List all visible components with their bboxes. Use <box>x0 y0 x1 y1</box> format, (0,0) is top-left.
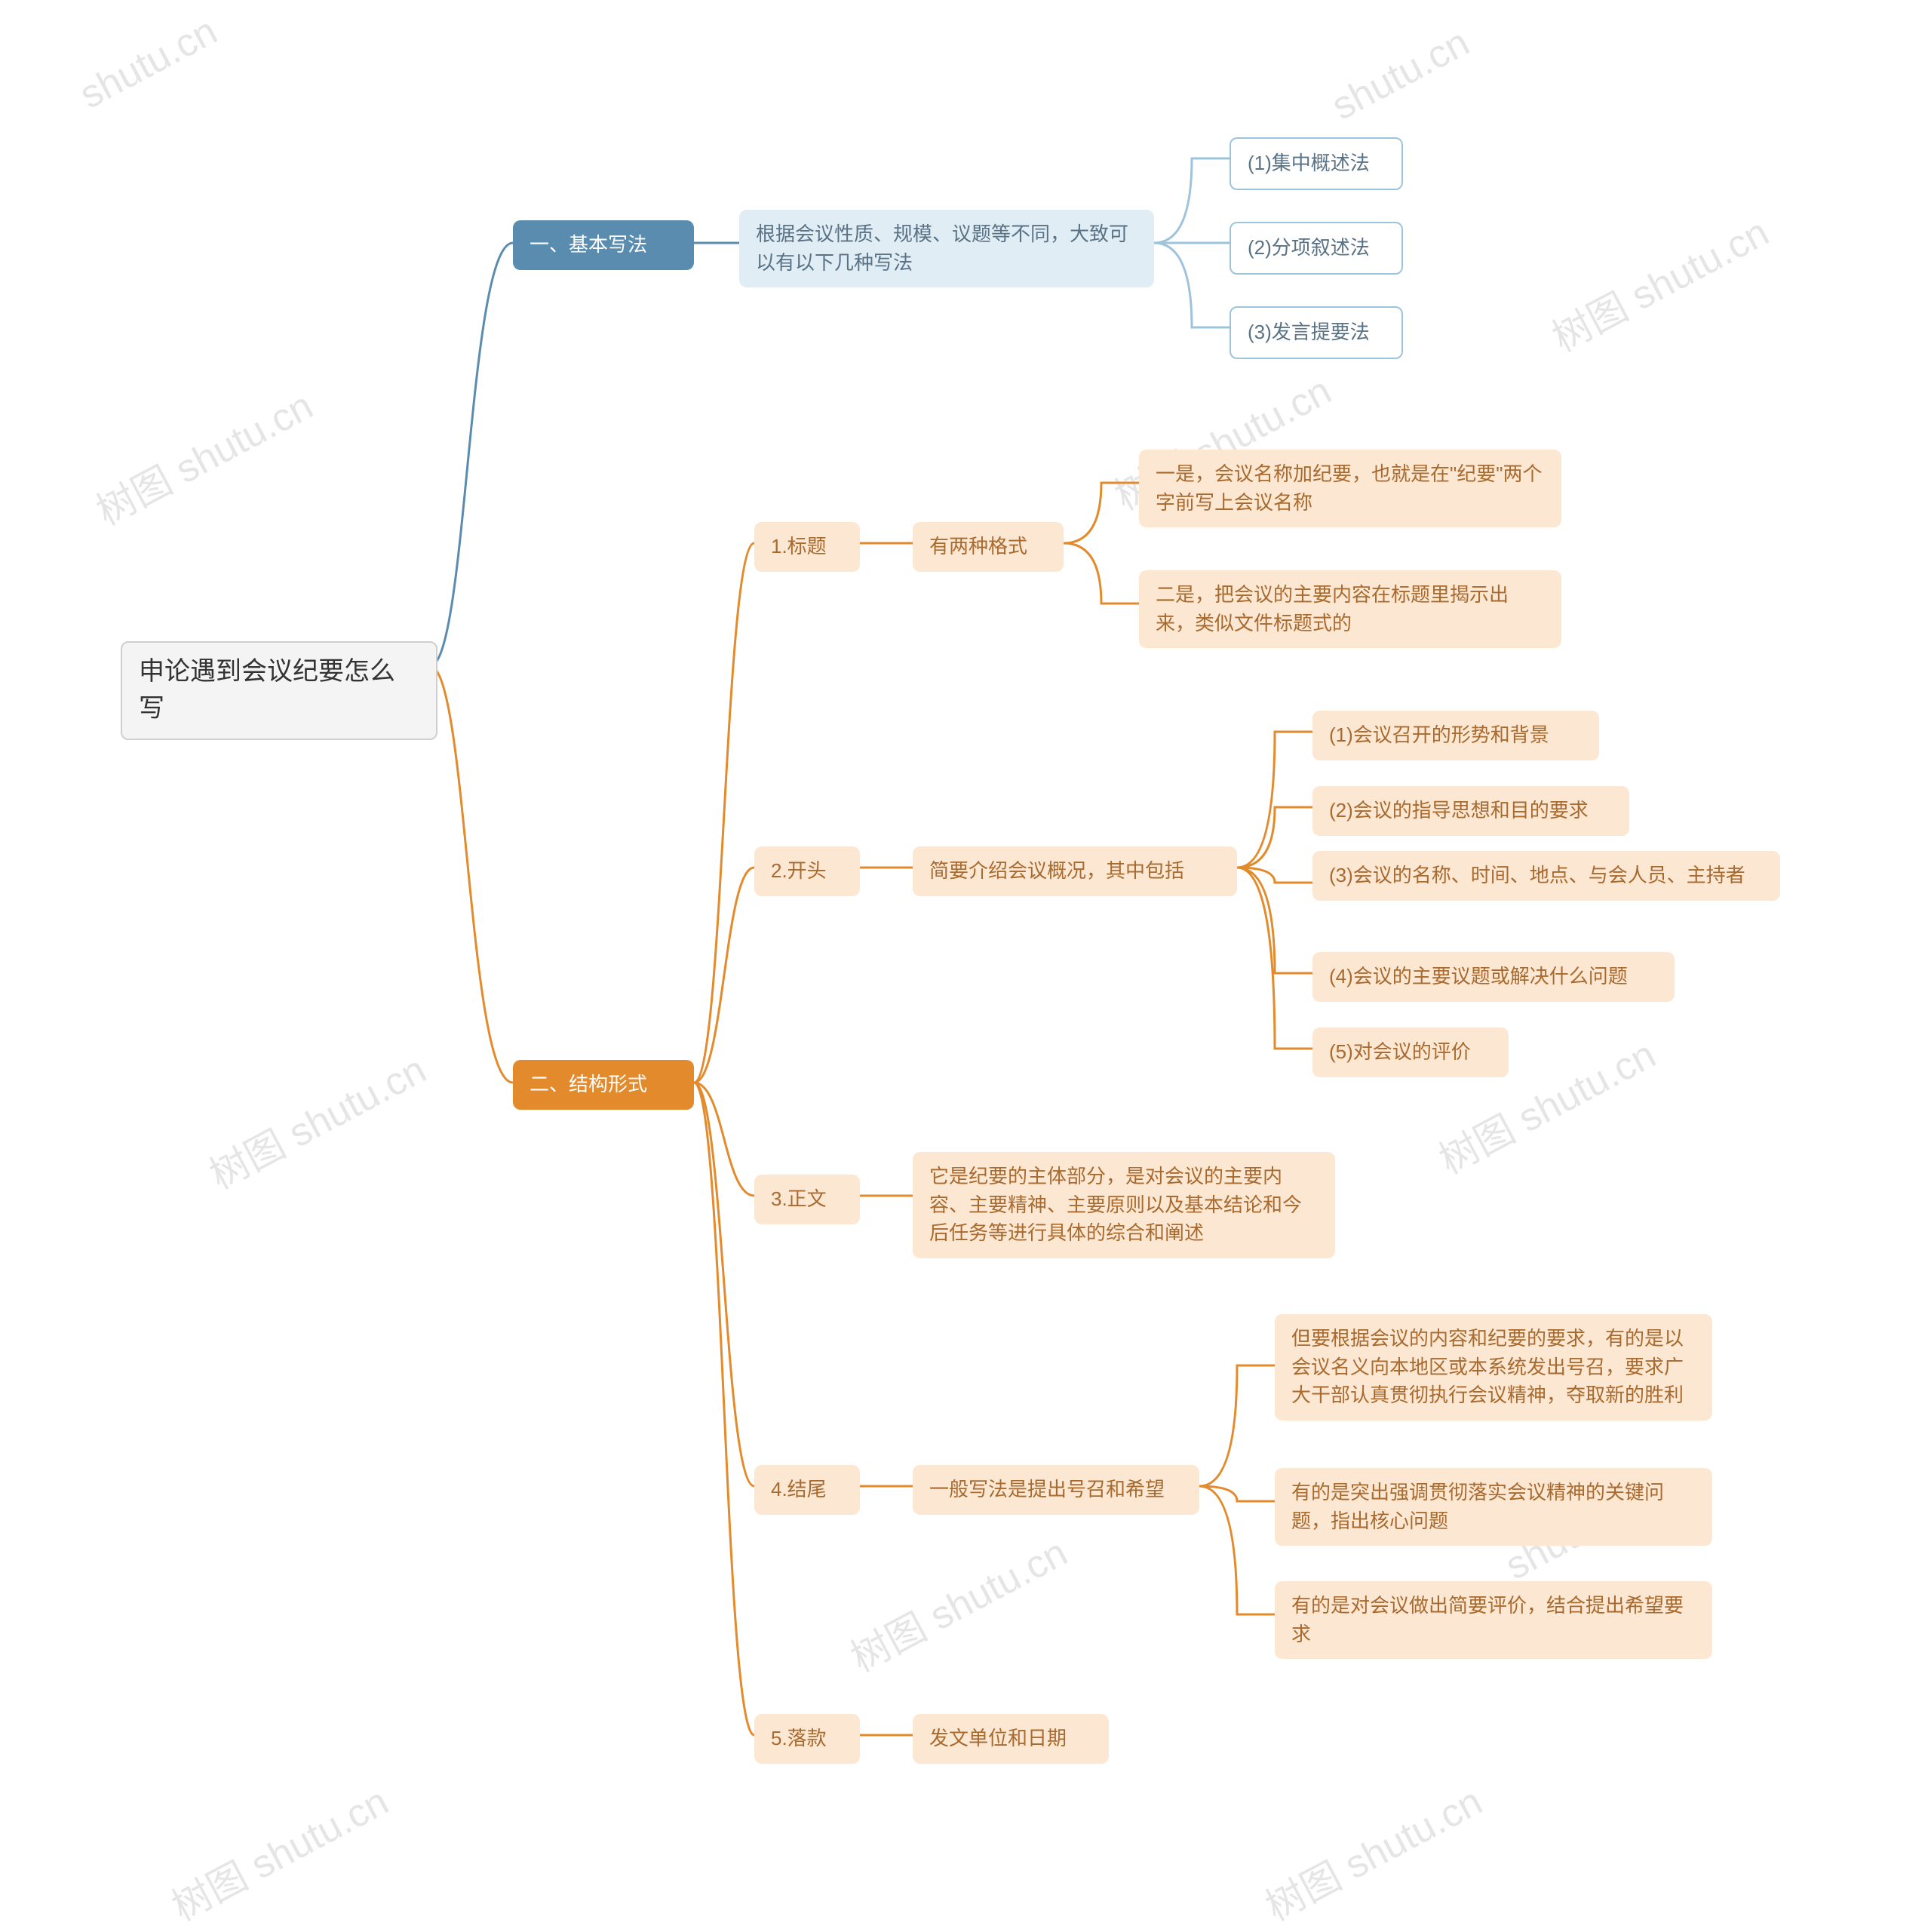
branch2-s2-item-1: (1)会议召开的形势和背景 <box>1312 711 1599 760</box>
watermark: 树图 shutu.cn <box>839 1521 1075 1682</box>
branch2-s5-desc: 发文单位和日期 <box>913 1714 1109 1764</box>
branch2-s4-item-3: 有的是对会议做出简要评价，结合提出希望要求 <box>1275 1581 1712 1659</box>
watermark: 树图 shutu.cn <box>198 1038 434 1199</box>
branch1-title: 一、基本写法 <box>513 220 694 270</box>
watermark: 树图 shutu.cn <box>1540 201 1776 362</box>
branch2-s4-item-1: 但要根据会议的内容和纪要的要求，有的是以会议名义向本地区或本系统发出号召，要求广… <box>1275 1314 1712 1421</box>
branch1-item-2: (2)分项叙述法 <box>1230 222 1403 275</box>
branch2-s2-title: 2.开头 <box>754 846 860 896</box>
watermark: shutu.cn <box>72 8 225 118</box>
branch2-s1-title: 1.标题 <box>754 522 860 572</box>
watermark: 树图 shutu.cn <box>160 1770 396 1931</box>
branch2-s1-item-1: 一是，会议名称加纪要，也就是在"纪要"两个字前写上会议名称 <box>1139 450 1561 527</box>
branch1-item-3: (3)发言提要法 <box>1230 306 1403 359</box>
branch2-s2-item-4: (4)会议的主要议题或解决什么问题 <box>1312 952 1675 1002</box>
branch2-s2-desc: 简要介绍会议概况，其中包括 <box>913 846 1237 896</box>
branch1-item-1: (1)集中概述法 <box>1230 137 1403 190</box>
branch2-s4-title: 4.结尾 <box>754 1465 860 1515</box>
mindmap-canvas: shutu.cn shutu.cn 树图 shutu.cn 树图 shutu.c… <box>0 0 1931 1932</box>
branch2-title: 二、结构形式 <box>513 1060 694 1110</box>
branch2-s2-item-5: (5)对会议的评价 <box>1312 1027 1509 1077</box>
watermark: shutu.cn <box>1325 20 1477 129</box>
root-node: 申论遇到会议纪要怎么写 <box>121 641 437 740</box>
watermark: 树图 shutu.cn <box>84 374 321 536</box>
branch2-s1-item-2: 二是，把会议的主要内容在标题里揭示出来，类似文件标题式的 <box>1139 570 1561 648</box>
branch2-s3-title: 3.正文 <box>754 1175 860 1224</box>
branch2-s3-desc: 它是纪要的主体部分，是对会议的主要内容、主要精神、主要原则以及基本结论和今后任务… <box>913 1152 1335 1258</box>
branch2-s4-desc: 一般写法是提出号召和希望 <box>913 1465 1199 1515</box>
branch2-s2-item-3: (3)会议的名称、时间、地点、与会人员、主持者 <box>1312 851 1780 901</box>
branch2-s5-title: 5.落款 <box>754 1714 860 1764</box>
branch2-s2-item-2: (2)会议的指导思想和目的要求 <box>1312 786 1629 836</box>
branch2-s1-desc: 有两种格式 <box>913 522 1064 572</box>
branch1-desc: 根据会议性质、规模、议题等不同，大致可以有以下几种写法 <box>739 210 1154 287</box>
branch2-s4-item-2: 有的是突出强调贯彻落实会议精神的关键问题，指出核心问题 <box>1275 1468 1712 1546</box>
watermark: 树图 shutu.cn <box>1254 1770 1490 1931</box>
